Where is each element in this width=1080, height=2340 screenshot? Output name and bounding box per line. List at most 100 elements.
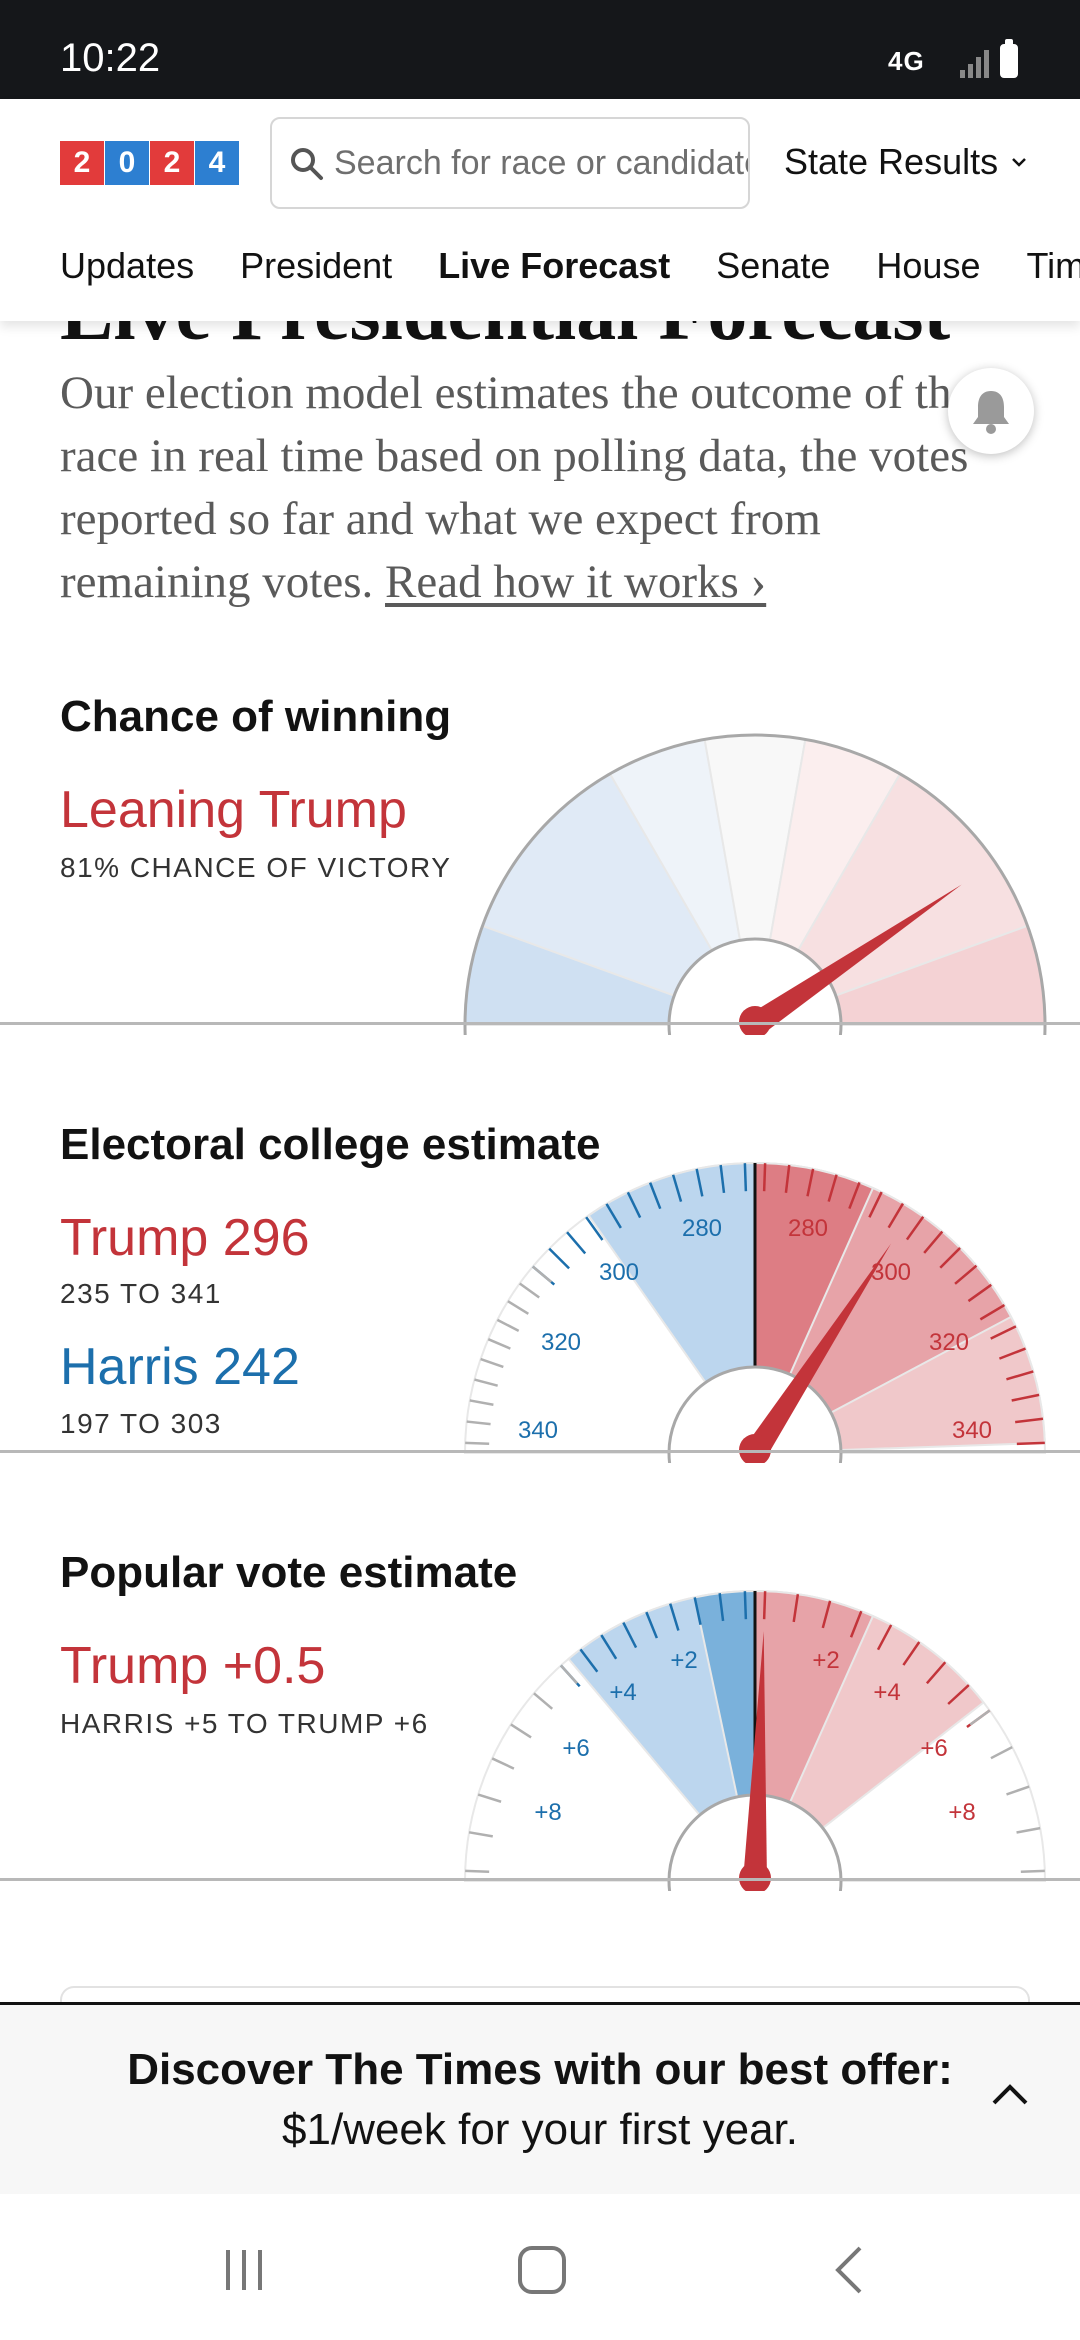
tick-mark [695,1168,704,1197]
tick-mark [626,1191,642,1219]
site-header: 2 0 2 4 State Results Updates President … [0,99,1080,321]
tick-label-trump-8: +8 [948,1799,975,1826]
popular-vote-range: HARRIS +5 TO TRUMP +6 [60,1708,429,1739]
tick-mark [468,1831,493,1838]
popular-section-title: Popular vote estimate [60,1548,518,1597]
tick-label-harris-320: 320 [541,1329,581,1356]
tick-label-trump-320: 320 [929,1329,969,1356]
tick-mark [979,1304,1006,1321]
tick-mark [969,1709,991,1726]
tab-live-forecast[interactable]: Live Forecast [438,245,671,286]
electoral-needle [744,1243,892,1460]
gauge-hub [667,937,843,1035]
clock: 10:22 [60,36,161,80]
trump-electoral-estimate: Trump 296 [60,1209,310,1267]
tab-senate[interactable]: Senate [716,245,831,286]
needle-pivot [739,1862,771,1891]
tick-mark [469,1399,494,1407]
tick-label-trump-340: 340 [952,1417,992,1444]
harris-electoral-estimate: Harris 242 [60,1338,300,1396]
subscription-promo-banner[interactable]: Discover The Times with our best offer: … [0,2002,1080,2195]
popular-vote-leader: Trump +0.5 [60,1637,326,1695]
tick-mark [990,1325,1017,1340]
tick-label-harris-4: +4 [609,1679,636,1706]
tick-mark [923,1230,944,1254]
divider [0,1878,1080,1881]
status-bar: 10:22 4G [0,0,1080,99]
tick-mark [1015,1417,1044,1424]
tick-mark [465,1869,490,1873]
tab-updates[interactable]: Updates [60,245,195,286]
divider [0,1022,1080,1025]
system-navigation-bar [0,2194,1080,2340]
popular-gauge-ticks [465,1591,1045,1873]
logo-digit: 4 [195,141,239,185]
tick-mark [491,1757,515,1770]
tick-label-harris-280: 280 [682,1215,722,1242]
state-results-label: State Results [784,141,999,182]
state-results-dropdown[interactable]: State Results [784,141,1028,183]
popular-tick-labels: +2 +4 +6 +8 +2 +4 +6 +8 [534,1647,975,1826]
search-box[interactable] [270,117,750,209]
divider [0,1450,1080,1453]
popular-needle [743,1631,767,1882]
tick-mark [821,1600,832,1629]
tick-mark [1016,1826,1041,1834]
needle-pivot [739,1006,771,1035]
tick-mark [998,1347,1026,1360]
chevron-up-icon[interactable] [990,2079,1030,2107]
tick-mark [792,1594,800,1623]
logo-digit: 2 [150,141,194,185]
tick-mark [548,1247,570,1270]
notification-bell-button[interactable] [948,368,1034,454]
tick-mark [848,1182,861,1210]
popular-gauge-sectors [463,1589,1047,1882]
tick-mark [671,1174,683,1203]
tick-label-harris-340: 340 [518,1417,558,1444]
tick-mark [743,1591,748,1620]
tick-mark [876,1624,893,1651]
tick-mark [939,1247,961,1269]
signal-icon [960,50,989,78]
tick-label-harris-8: +8 [534,1799,561,1826]
needle-pivot [739,1434,771,1463]
tick-mark [868,1191,883,1218]
search-input[interactable] [334,119,748,207]
logo-digit: 2 [60,141,104,185]
tick-mark [947,1684,970,1705]
read-how-it-works-link[interactable]: Read how it works › [385,556,767,608]
tick-label-trump-2: +2 [812,1647,839,1674]
tick-mark [645,1611,659,1639]
tick-mark [784,1164,791,1193]
tick-mark [1006,1785,1030,1796]
tick-mark [954,1264,978,1285]
tab-president[interactable]: President [240,245,393,286]
election-2024-logo[interactable]: 2 0 2 4 [60,141,240,185]
tick-mark [560,1664,578,1685]
back-icon[interactable] [820,2242,880,2298]
tick-label-harris-6: +6 [562,1735,589,1762]
tick-mark [510,1723,532,1739]
tick-mark [1011,1393,1040,1402]
chance-section-title: Chance of winning [60,692,452,741]
tick-mark [518,1282,540,1299]
tick-mark [477,1793,502,1803]
tick-mark [719,1164,726,1193]
chance-needle [748,884,962,1035]
harris-electoral-range: 197 TO 303 [60,1408,222,1439]
tick-label-harris-300: 300 [599,1259,639,1286]
tick-mark [806,1168,815,1197]
electoral-tick-labels: 280 300 320 340 280 300 320 340 [518,1215,992,1444]
tick-mark [743,1163,748,1192]
battery-icon [1000,39,1018,78]
chevron-down-icon [1012,158,1026,167]
gauge-outline [463,733,1047,1035]
tab-timeline[interactable]: Tim [1026,245,1080,286]
recent-apps-icon[interactable] [214,2242,274,2298]
trump-electoral-range: 235 TO 341 [60,1278,222,1309]
tab-house[interactable]: House [876,245,981,286]
tick-mark [496,1318,520,1332]
tick-mark [1020,1869,1045,1873]
tick-mark [507,1300,529,1315]
home-icon[interactable] [512,2242,572,2298]
